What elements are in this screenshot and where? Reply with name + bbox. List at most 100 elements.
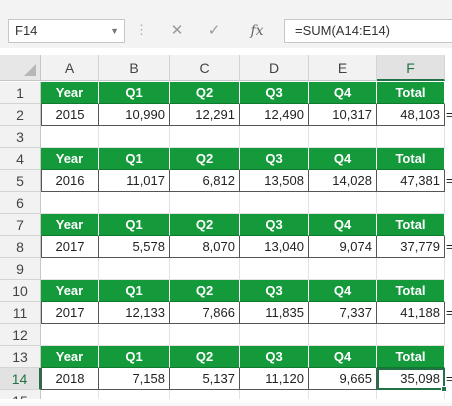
cell-d12[interactable] bbox=[240, 324, 309, 346]
header-cell-q2[interactable]: Q2 bbox=[170, 82, 240, 104]
cell-b5[interactable]: 11,017 bbox=[99, 170, 170, 192]
column-header-d[interactable]: D bbox=[240, 55, 309, 81]
header-cell-year[interactable]: Year bbox=[41, 214, 99, 236]
cell-c5[interactable]: 6,812 bbox=[170, 170, 240, 192]
header-cell-q2[interactable]: Q2 bbox=[170, 214, 240, 236]
header-cell-q1[interactable]: Q1 bbox=[99, 280, 170, 302]
cell-d9[interactable] bbox=[240, 258, 309, 280]
cell-a2[interactable]: 2015 bbox=[41, 104, 99, 126]
header-cell-q1[interactable]: Q1 bbox=[99, 214, 170, 236]
row-header-12[interactable]: 12 bbox=[0, 324, 41, 346]
column-header-f[interactable]: F bbox=[377, 55, 445, 81]
row-header-2[interactable]: 2 bbox=[0, 104, 41, 126]
row-header-13[interactable]: 13 bbox=[0, 346, 41, 368]
cell-c2[interactable]: 12,291 bbox=[170, 104, 240, 126]
cell-b12[interactable] bbox=[99, 324, 170, 346]
column-header-c[interactable]: C bbox=[170, 55, 240, 81]
cell-d2[interactable]: 12,490 bbox=[240, 104, 309, 126]
cell-a6[interactable] bbox=[41, 192, 99, 214]
cell-a3[interactable] bbox=[41, 126, 99, 148]
cell-a11[interactable]: 2017 bbox=[41, 302, 99, 324]
cell-d11[interactable]: 11,835 bbox=[240, 302, 309, 324]
chevron-down-icon[interactable]: ▼ bbox=[110, 26, 119, 36]
cell-e14[interactable]: 9,665 bbox=[309, 368, 377, 390]
cell-e9[interactable] bbox=[309, 258, 377, 280]
cell-c14[interactable]: 5,137 bbox=[170, 368, 240, 390]
cell-e2[interactable]: 10,317 bbox=[309, 104, 377, 126]
row-header-14[interactable]: 14 bbox=[0, 368, 41, 390]
cell-e5[interactable]: 14,028 bbox=[309, 170, 377, 192]
cell-a8[interactable]: 2017 bbox=[41, 236, 99, 258]
header-cell-q2[interactable]: Q2 bbox=[170, 280, 240, 302]
cell-f2[interactable]: 48,103 bbox=[377, 104, 445, 126]
header-cell-q3[interactable]: Q3 bbox=[240, 82, 309, 104]
row-header-7[interactable]: 7 bbox=[0, 214, 41, 236]
cell-d8[interactable]: 13,040 bbox=[240, 236, 309, 258]
cell-c11[interactable]: 7,866 bbox=[170, 302, 240, 324]
cell-a5[interactable]: 2016 bbox=[41, 170, 99, 192]
cell-f3[interactable] bbox=[377, 126, 445, 148]
select-all-button[interactable] bbox=[0, 55, 41, 81]
header-cell-q4[interactable]: Q4 bbox=[309, 214, 377, 236]
cell-f9[interactable] bbox=[377, 258, 445, 280]
cell-c8[interactable]: 8,070 bbox=[170, 236, 240, 258]
cell-c6[interactable] bbox=[170, 192, 240, 214]
formula-input[interactable]: =SUM(A14:E14) bbox=[284, 19, 452, 43]
cell-f5[interactable]: 47,381 bbox=[377, 170, 445, 192]
row-header-4[interactable]: 4 bbox=[0, 148, 41, 170]
header-cell-total[interactable]: Total bbox=[377, 280, 445, 302]
cell-a12[interactable] bbox=[41, 324, 99, 346]
column-header-a[interactable]: A bbox=[41, 55, 99, 81]
check-icon[interactable]: ✓ bbox=[207, 22, 221, 39]
row-header-1[interactable]: 1 bbox=[0, 82, 41, 104]
header-cell-year[interactable]: Year bbox=[41, 148, 99, 170]
cell-c3[interactable] bbox=[170, 126, 240, 148]
cell-b11[interactable]: 12,133 bbox=[99, 302, 170, 324]
column-header-b[interactable]: B bbox=[99, 55, 170, 81]
row-header-3[interactable]: 3 bbox=[0, 126, 41, 148]
header-cell-q2[interactable]: Q2 bbox=[170, 148, 240, 170]
row-header-8[interactable]: 8 bbox=[0, 236, 41, 258]
header-cell-q3[interactable]: Q3 bbox=[240, 214, 309, 236]
cell-d5[interactable]: 13,508 bbox=[240, 170, 309, 192]
header-cell-year[interactable]: Year bbox=[41, 346, 99, 368]
cell-d6[interactable] bbox=[240, 192, 309, 214]
cell-e6[interactable] bbox=[309, 192, 377, 214]
cell-b8[interactable]: 5,578 bbox=[99, 236, 170, 258]
header-cell-year[interactable]: Year bbox=[41, 82, 99, 104]
cell-f11[interactable]: 41,188 bbox=[377, 302, 445, 324]
header-cell-q1[interactable]: Q1 bbox=[99, 82, 170, 104]
cell-a14[interactable]: 2018 bbox=[41, 368, 99, 390]
cell-d3[interactable] bbox=[240, 126, 309, 148]
row-header-5[interactable]: 5 bbox=[0, 170, 41, 192]
cell-d14[interactable]: 11,120 bbox=[240, 368, 309, 390]
row-header-9[interactable]: 9 bbox=[0, 258, 41, 280]
header-cell-q3[interactable]: Q3 bbox=[240, 346, 309, 368]
cancel-icon[interactable]: ✕ bbox=[170, 22, 184, 39]
cell-e3[interactable] bbox=[309, 126, 377, 148]
cell-b2[interactable]: 10,990 bbox=[99, 104, 170, 126]
header-cell-q4[interactable]: Q4 bbox=[309, 280, 377, 302]
header-cell-q3[interactable]: Q3 bbox=[240, 148, 309, 170]
cell-e12[interactable] bbox=[309, 324, 377, 346]
cell-f14[interactable]: 35,098 bbox=[377, 368, 445, 390]
header-cell-total[interactable]: Total bbox=[377, 214, 445, 236]
name-box[interactable]: F14 ▼ bbox=[8, 19, 125, 43]
header-cell-total[interactable]: Total bbox=[377, 148, 445, 170]
cell-b6[interactable] bbox=[99, 192, 170, 214]
cell-f8[interactable]: 37,779 bbox=[377, 236, 445, 258]
row-header-6[interactable]: 6 bbox=[0, 192, 41, 214]
header-cell-q4[interactable]: Q4 bbox=[309, 148, 377, 170]
row-header-10[interactable]: 10 bbox=[0, 280, 41, 302]
header-cell-q4[interactable]: Q4 bbox=[309, 346, 377, 368]
header-cell-total[interactable]: Total bbox=[377, 346, 445, 368]
header-cell-q1[interactable]: Q1 bbox=[99, 148, 170, 170]
header-cell-q2[interactable]: Q2 bbox=[170, 346, 240, 368]
row-header-11[interactable]: 11 bbox=[0, 302, 41, 324]
cell-b14[interactable]: 7,158 bbox=[99, 368, 170, 390]
fill-handle[interactable] bbox=[441, 386, 447, 392]
cell-f12[interactable] bbox=[377, 324, 445, 346]
header-cell-total[interactable]: Total bbox=[377, 82, 445, 104]
header-cell-q1[interactable]: Q1 bbox=[99, 346, 170, 368]
header-cell-year[interactable]: Year bbox=[41, 280, 99, 302]
